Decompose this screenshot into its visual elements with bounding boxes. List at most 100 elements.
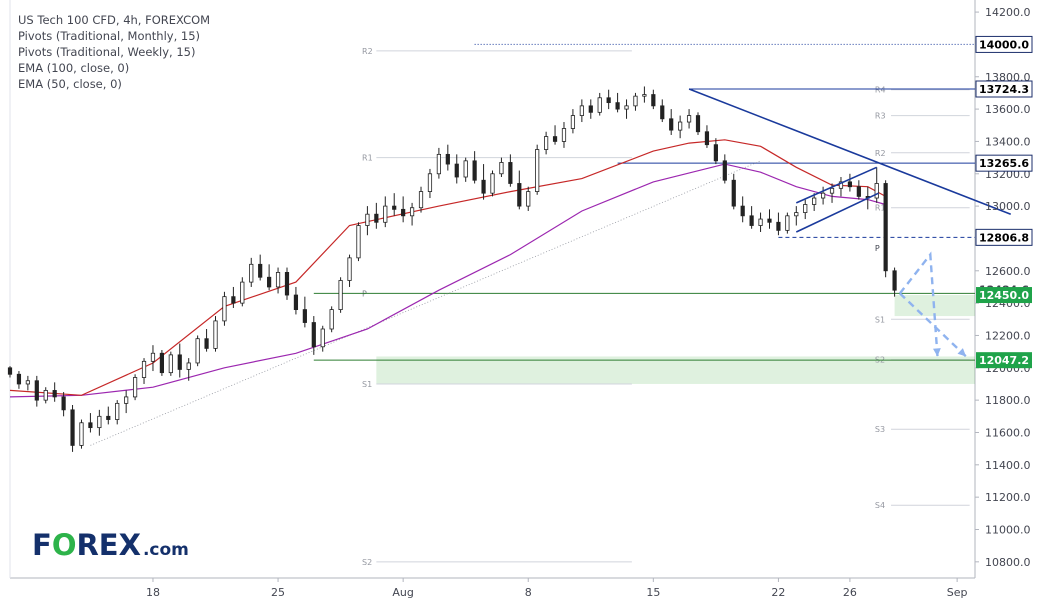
candle-body-down xyxy=(508,162,513,184)
candle-99 xyxy=(892,267,897,297)
candle-body-up xyxy=(418,191,424,209)
candle-body-up xyxy=(97,415,102,429)
y-tick-label: 11200.0 xyxy=(985,491,1031,504)
candle-66 xyxy=(597,92,602,116)
candle-88 xyxy=(794,206,799,226)
candle-body-up xyxy=(124,396,129,404)
candle-body-up xyxy=(141,360,147,378)
candle-61 xyxy=(552,125,558,145)
candle-33 xyxy=(302,296,307,328)
candle-body-up xyxy=(821,192,826,199)
candle-5 xyxy=(52,382,57,402)
y-tick-label: 14200.0 xyxy=(985,6,1031,19)
candle-44 xyxy=(401,196,406,223)
candle-78 xyxy=(704,125,710,148)
x-tick-label: 22 xyxy=(771,586,785,599)
candle-body-down xyxy=(267,276,272,288)
candle-body-up xyxy=(490,173,495,194)
y-tick-label: 10800.0 xyxy=(985,556,1031,569)
price-label-12450-0: 12450.0 xyxy=(976,287,1032,304)
candle-6 xyxy=(61,392,66,417)
candle-body-down xyxy=(302,309,307,323)
candle-13 xyxy=(124,390,129,414)
candle-9 xyxy=(88,413,93,433)
candle-body-up xyxy=(544,136,549,150)
weekly-pivot-label-r4: R4 xyxy=(875,86,886,95)
weekly-pivot-label-s3: S3 xyxy=(875,425,885,434)
candle-30 xyxy=(275,267,281,294)
candle-body-up xyxy=(535,149,540,192)
x-tick-label: 8 xyxy=(525,586,532,599)
legend-ema-50: EMA (50, close, 0) xyxy=(18,77,122,91)
candle-body-up xyxy=(624,105,629,110)
candle-62 xyxy=(561,122,567,148)
candle-body-down xyxy=(311,322,316,348)
candle-75 xyxy=(678,115,683,139)
legend-monthly-pivots: Pivots (Traditional, Monthly, 15) xyxy=(18,29,201,43)
candle-60 xyxy=(544,131,549,155)
candle-body-down xyxy=(669,118,674,131)
logo-dom: .com xyxy=(142,540,189,560)
candle-body-down xyxy=(731,179,736,207)
candle-body-up xyxy=(383,205,388,223)
candle-73 xyxy=(660,99,665,123)
weekly-pivot-label-s4: S4 xyxy=(875,501,885,510)
y-tick-label: 11000.0 xyxy=(985,523,1031,536)
weekly-pivot-label-r3: R3 xyxy=(875,112,886,121)
price-label-12806-8: 12806.8 xyxy=(975,228,1033,246)
y-tick-label: 11600.0 xyxy=(985,426,1031,439)
candle-body-down xyxy=(847,181,853,188)
price-label-text: 12806.8 xyxy=(979,231,1029,244)
candle-body-down xyxy=(70,409,75,446)
candle-body-down xyxy=(892,270,897,291)
candle-22 xyxy=(204,328,209,352)
candle-57 xyxy=(517,170,522,210)
candle-80 xyxy=(722,154,727,184)
candle-body-up xyxy=(409,207,415,217)
x-tick-label: 15 xyxy=(646,586,660,599)
candle-body-up xyxy=(785,215,790,231)
candle-90 xyxy=(812,193,817,211)
candle-body-down xyxy=(401,208,406,217)
price-label-12047-2: 12047.2 xyxy=(976,352,1032,369)
price-label-box xyxy=(976,352,1032,369)
candle-10 xyxy=(97,409,102,436)
y-tick-label: 11800.0 xyxy=(985,394,1031,407)
candle-body-down xyxy=(258,263,263,278)
candle-68 xyxy=(615,92,620,113)
candle-58 xyxy=(526,186,531,211)
candle-body-down xyxy=(106,415,111,420)
projection-down-left xyxy=(898,251,939,357)
candle-56 xyxy=(508,154,513,187)
candle-35 xyxy=(320,325,325,352)
candle-95 xyxy=(856,180,861,200)
candle-body-down xyxy=(713,144,718,162)
candle-4 xyxy=(43,387,48,404)
candle-body-up xyxy=(526,191,531,207)
candle-body-up xyxy=(803,204,808,213)
candle-body-up xyxy=(240,281,245,304)
price-label-text: 12450.0 xyxy=(979,289,1029,302)
projection-down-right-head xyxy=(957,348,967,357)
candle-body-up xyxy=(132,377,138,398)
price-label-box xyxy=(975,80,1033,98)
candle-0 xyxy=(7,366,13,378)
candle-body-up xyxy=(633,95,638,107)
candle-body-down xyxy=(856,186,861,197)
candle-body-down xyxy=(749,215,754,226)
candle-28 xyxy=(258,254,263,281)
rising-trendline xyxy=(90,160,761,446)
candle-43 xyxy=(392,193,397,216)
candle-body-up xyxy=(597,97,602,113)
candle-body-up xyxy=(463,160,468,178)
candle-body-down xyxy=(52,390,57,398)
y-tick-label: 13000.0 xyxy=(985,200,1031,213)
ema-50-line xyxy=(9,139,886,396)
y-tick-label: 13600.0 xyxy=(985,103,1031,116)
candle-52 xyxy=(472,151,477,184)
channel-upper xyxy=(795,166,878,204)
descending-resistance xyxy=(688,88,1012,215)
candle-body-up xyxy=(222,296,227,322)
candle-body-up xyxy=(338,280,343,310)
